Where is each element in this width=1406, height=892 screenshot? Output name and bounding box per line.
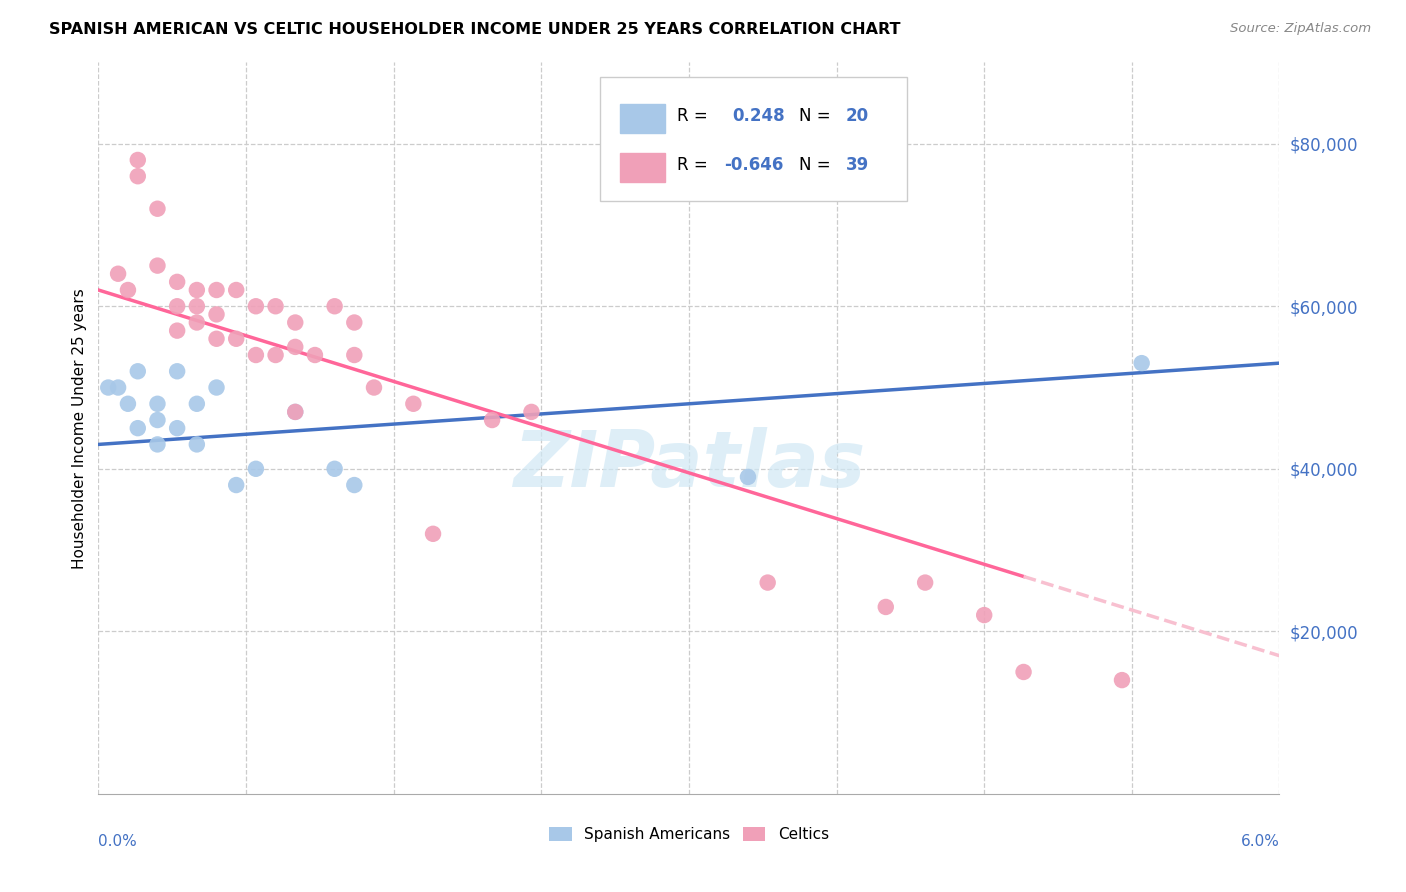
Text: N =: N = [799,156,831,174]
Text: 0.0%: 0.0% [98,834,138,849]
FancyBboxPatch shape [600,77,907,202]
Point [323,462,346,476]
Text: Source: ZipAtlas.com: Source: ZipAtlas.com [1230,22,1371,36]
Point [225,332,247,346]
Point [205,283,228,297]
Point [146,437,169,451]
Point [186,397,208,411]
Bar [620,103,665,134]
Point [127,153,149,167]
Point [343,348,366,362]
Point [146,202,169,216]
Text: R =: R = [678,156,713,174]
Point [284,340,307,354]
Legend: Spanish Americans, Celtics: Spanish Americans, Celtics [543,821,835,848]
Point [186,316,208,330]
Point [117,283,139,297]
Point [737,470,759,484]
Point [756,575,779,590]
Point [225,283,247,297]
Point [166,324,188,338]
Point [1012,665,1035,679]
Text: ZIPatlas: ZIPatlas [513,426,865,503]
Point [343,316,366,330]
Point [245,348,267,362]
Text: N =: N = [799,107,831,125]
Point [146,397,169,411]
Point [1111,673,1133,687]
Point [205,307,228,321]
Point [117,397,139,411]
Point [264,299,287,313]
Point [107,380,129,394]
Point [343,478,366,492]
Y-axis label: Householder Income Under 25 years: Householder Income Under 25 years [72,288,87,568]
Point [914,575,936,590]
Point [875,599,897,614]
Point [481,413,503,427]
Point [402,397,425,411]
Text: SPANISH AMERICAN VS CELTIC HOUSEHOLDER INCOME UNDER 25 YEARS CORRELATION CHART: SPANISH AMERICAN VS CELTIC HOUSEHOLDER I… [49,22,901,37]
Point [520,405,543,419]
Point [284,405,307,419]
Point [264,348,287,362]
Point [284,405,307,419]
Point [245,299,267,313]
Point [245,462,267,476]
Point [304,348,326,362]
Point [973,608,995,623]
Point [146,413,169,427]
Point [166,364,188,378]
Point [127,421,149,435]
Text: 6.0%: 6.0% [1240,834,1279,849]
Text: 0.248: 0.248 [733,107,786,125]
Text: -0.646: -0.646 [724,156,783,174]
Point [363,380,385,394]
Point [186,437,208,451]
Point [284,316,307,330]
Point [186,299,208,313]
Point [323,299,346,313]
Text: 20: 20 [846,107,869,125]
Point [166,275,188,289]
Point [186,283,208,297]
Point [97,380,120,394]
Point [107,267,129,281]
Point [422,526,444,541]
Point [146,259,169,273]
Point [127,169,149,184]
Point [166,421,188,435]
Point [205,332,228,346]
Point [166,299,188,313]
Text: R =: R = [678,107,718,125]
Point [1130,356,1153,370]
Point [225,478,247,492]
Bar [620,153,665,182]
Point [127,364,149,378]
Point [205,380,228,394]
Text: 39: 39 [846,156,869,174]
